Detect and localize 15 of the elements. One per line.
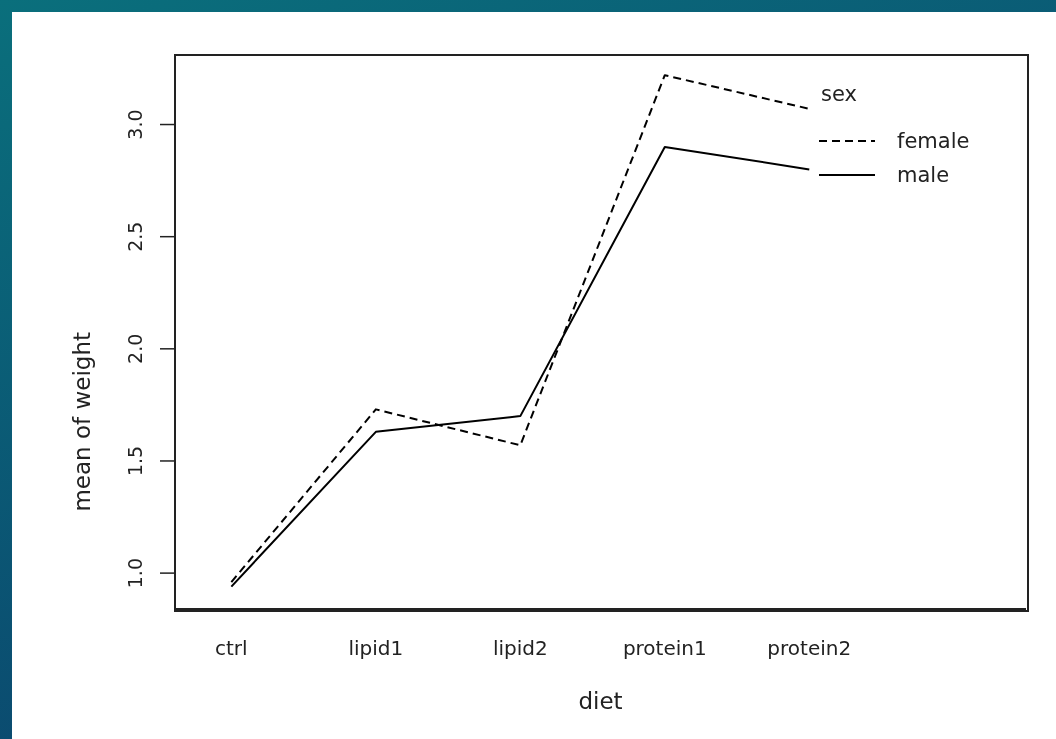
x-tick-label: protein1 [622, 636, 707, 661]
y-tick-label: 2.5 [124, 221, 146, 252]
x-tick-label: ctrl [215, 636, 248, 661]
legend-title: sex [821, 82, 858, 106]
y-tick-label: 2.0 [124, 333, 146, 364]
y-tick-label: 3.0 [124, 109, 146, 140]
legend-label: male [897, 163, 950, 187]
x-tick-label: lipid1 [348, 636, 404, 661]
x-axis-title: diet [578, 688, 623, 714]
y-axis-title: mean of weight [69, 332, 96, 512]
x-tick-label: protein2 [767, 636, 852, 661]
y-tick-label: 1.5 [124, 445, 146, 477]
y-tick-label: 1.0 [124, 558, 146, 589]
x-tick-label: lipid2 [492, 636, 548, 661]
legend-label: female [897, 129, 970, 153]
